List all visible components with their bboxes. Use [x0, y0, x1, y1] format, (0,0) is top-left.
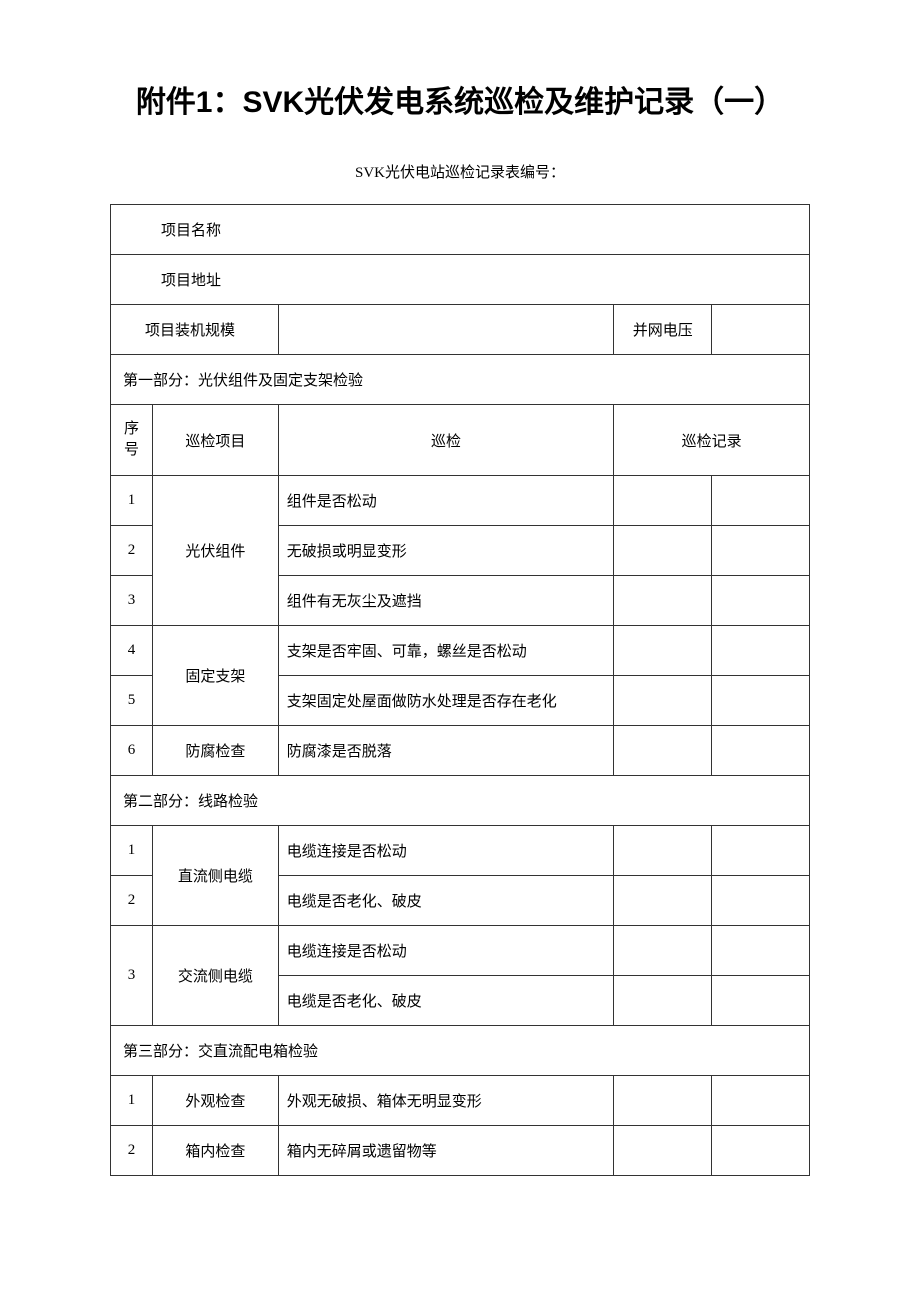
row-project-addr: 项目地址	[111, 255, 810, 305]
table-row: 1直流侧电缆电缆连接是否松动	[111, 826, 810, 876]
record-cell	[712, 976, 810, 1026]
record-cell	[614, 726, 712, 776]
install-scale-value	[278, 305, 614, 355]
column-header-row: 序号巡检项目巡检巡检记录	[111, 405, 810, 476]
row-install-scale: 项目装机规模 并网电压	[111, 305, 810, 355]
item-cell: 外观检查	[152, 1076, 278, 1126]
record-cell	[712, 726, 810, 776]
record-cell	[712, 926, 810, 976]
check-cell: 组件有无灰尘及遮挡	[278, 576, 614, 626]
table-number-label: SVK光伏电站巡检记录表编号：	[110, 161, 810, 182]
record-cell	[614, 676, 712, 726]
table-row: 6防腐检查防腐漆是否脱落	[111, 726, 810, 776]
project-addr-label: 项目地址	[111, 255, 810, 305]
record-cell	[712, 676, 810, 726]
col-header-seq: 序号	[111, 405, 153, 476]
check-cell: 箱内无碎屑或遗留物等	[278, 1126, 614, 1176]
check-cell: 无破损或明显变形	[278, 526, 614, 576]
record-cell	[614, 976, 712, 1026]
record-cell	[614, 576, 712, 626]
table-row: 1光伏组件组件是否松动	[111, 476, 810, 526]
check-cell: 防腐漆是否脱落	[278, 726, 614, 776]
inspection-table: 项目名称 项目地址 项目装机规模 并网电压 第一部分：光伏组件及固定支架检验序号…	[110, 204, 810, 1176]
check-cell: 电缆连接是否松动	[278, 926, 614, 976]
check-cell: 支架是否牢固、可靠，螺丝是否松动	[278, 626, 614, 676]
col-header-record: 巡检记录	[614, 405, 810, 476]
seq-cell: 2	[111, 526, 153, 576]
item-cell: 箱内检查	[152, 1126, 278, 1176]
seq-cell: 3	[111, 926, 153, 1026]
table-row: 1外观检查外观无破损、箱体无明显变形	[111, 1076, 810, 1126]
grid-voltage-label: 并网电压	[614, 305, 712, 355]
check-cell: 支架固定处屋面做防水处理是否存在老化	[278, 676, 614, 726]
check-cell: 外观无破损、箱体无明显变形	[278, 1076, 614, 1126]
check-cell: 电缆是否老化、破皮	[278, 976, 614, 1026]
install-scale-label: 项目装机规模	[111, 305, 279, 355]
record-cell	[614, 876, 712, 926]
item-cell: 光伏组件	[152, 476, 278, 626]
seq-cell: 1	[111, 1076, 153, 1126]
record-cell	[614, 1076, 712, 1126]
table-row: 3交流侧电缆电缆连接是否松动	[111, 926, 810, 976]
check-cell: 组件是否松动	[278, 476, 614, 526]
record-cell	[712, 526, 810, 576]
seq-cell: 1	[111, 476, 153, 526]
page-title: 附件1：SVK光伏发电系统巡检及维护记录（一）	[110, 80, 810, 125]
col-header-item: 巡检项目	[152, 405, 278, 476]
seq-cell: 6	[111, 726, 153, 776]
record-cell	[712, 476, 810, 526]
section-header: 第一部分：光伏组件及固定支架检验	[111, 355, 810, 405]
record-cell	[614, 926, 712, 976]
record-cell	[712, 1126, 810, 1176]
table-row: 4固定支架支架是否牢固、可靠，螺丝是否松动	[111, 626, 810, 676]
table-row: 2箱内检查箱内无碎屑或遗留物等	[111, 1126, 810, 1176]
project-name-label: 项目名称	[111, 205, 810, 255]
section-header: 第三部分：交直流配电箱检验	[111, 1026, 810, 1076]
item-cell: 交流侧电缆	[152, 926, 278, 1026]
seq-cell: 1	[111, 826, 153, 876]
record-cell	[614, 526, 712, 576]
seq-cell: 4	[111, 626, 153, 676]
section-header: 第二部分：线路检验	[111, 776, 810, 826]
record-cell	[614, 826, 712, 876]
seq-cell: 5	[111, 676, 153, 726]
record-cell	[712, 576, 810, 626]
seq-cell: 2	[111, 876, 153, 926]
col-header-check: 巡检	[278, 405, 614, 476]
row-project-name: 项目名称	[111, 205, 810, 255]
section-title: 第一部分：光伏组件及固定支架检验	[111, 355, 810, 405]
record-cell	[614, 476, 712, 526]
seq-cell: 3	[111, 576, 153, 626]
item-cell: 直流侧电缆	[152, 826, 278, 926]
check-cell: 电缆是否老化、破皮	[278, 876, 614, 926]
grid-voltage-value	[712, 305, 810, 355]
record-cell	[712, 876, 810, 926]
record-cell	[712, 1076, 810, 1126]
record-cell	[614, 626, 712, 676]
record-cell	[712, 626, 810, 676]
check-cell: 电缆连接是否松动	[278, 826, 614, 876]
record-cell	[712, 826, 810, 876]
record-cell	[614, 1126, 712, 1176]
seq-cell: 2	[111, 1126, 153, 1176]
section-title: 第二部分：线路检验	[111, 776, 810, 826]
item-cell: 防腐检查	[152, 726, 278, 776]
section-title: 第三部分：交直流配电箱检验	[111, 1026, 810, 1076]
item-cell: 固定支架	[152, 626, 278, 726]
